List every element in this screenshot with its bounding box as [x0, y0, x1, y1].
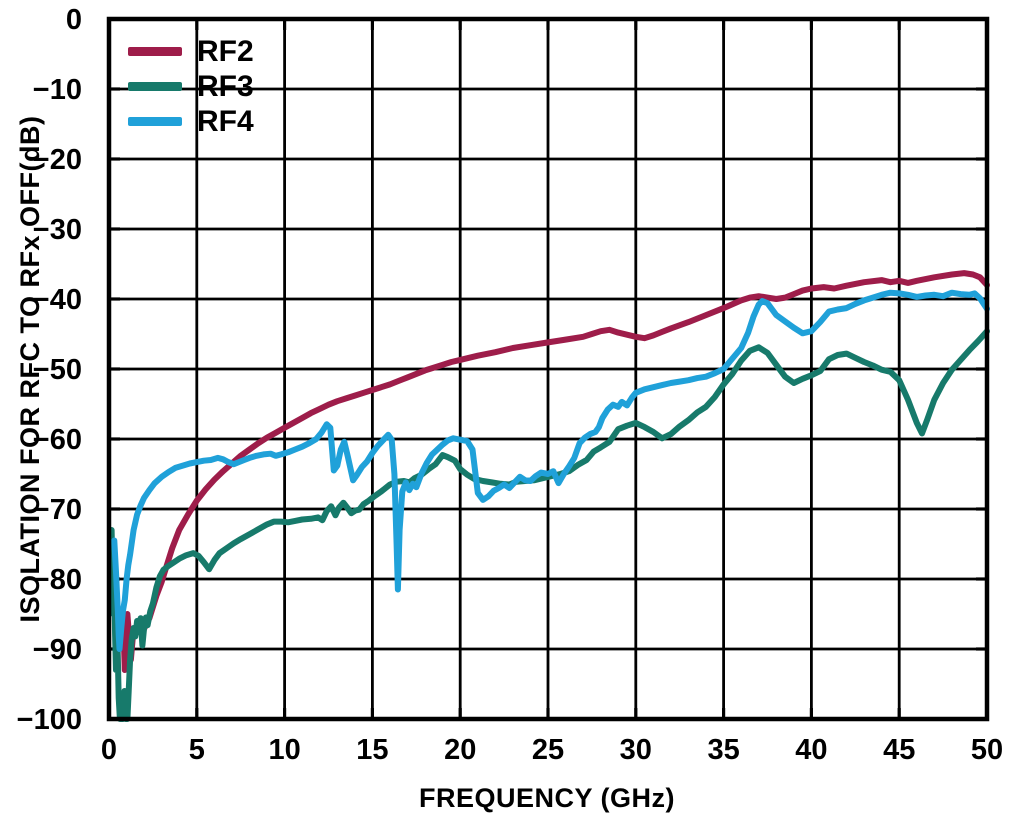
x-tick-label: 50: [971, 734, 1003, 766]
chart-legend: RF2 RF3 RF4: [128, 34, 254, 139]
legend-swatch-rf4: [128, 117, 182, 126]
y-tick-label: −50: [33, 354, 82, 386]
legend-label-rf4: RF4: [197, 105, 254, 138]
y-tick-label: −30: [33, 214, 82, 246]
y-axis-title: ISOLATION FOR RFC TO RFx OFF(dB): [15, 115, 45, 623]
plot-frame: [106, 16, 990, 722]
x-tick-label: 20: [444, 734, 476, 766]
x-tick-label: 35: [707, 734, 739, 766]
legend-label-rf2: RF2: [197, 35, 254, 68]
legend-item-rf4: RF4: [128, 104, 254, 139]
y-tick-label: −10: [33, 74, 82, 106]
legend-swatch-rf2: [128, 47, 182, 56]
x-tick-label: 10: [268, 734, 300, 766]
y-tick-label: −90: [33, 634, 82, 666]
legend-swatch-rf3: [128, 82, 182, 91]
x-tick-label: 15: [356, 734, 388, 766]
y-tick-label: −70: [33, 494, 82, 526]
x-tick-label: 0: [101, 734, 117, 766]
x-tick-label: 45: [883, 734, 915, 766]
y-tick-label: −80: [33, 564, 82, 596]
x-tick-label: 30: [620, 734, 652, 766]
legend-label-rf3: RF3: [197, 70, 254, 103]
x-tick-label: 40: [795, 734, 827, 766]
y-tick-label: −100: [17, 704, 82, 736]
legend-item-rf3: RF3: [128, 69, 254, 104]
legend-item-rf2: RF2: [128, 34, 254, 69]
y-tick-label: −60: [33, 424, 82, 456]
x-axis-title: FREQUENCY (GHz): [418, 783, 675, 813]
y-tick-label: −20: [33, 144, 82, 176]
series-rf4-line: [111, 289, 990, 652]
y-tick-label: −40: [33, 284, 82, 316]
x-tick-label: 25: [532, 734, 564, 766]
y-tick-label: 0: [66, 4, 82, 36]
x-tick-label: 5: [189, 734, 205, 766]
